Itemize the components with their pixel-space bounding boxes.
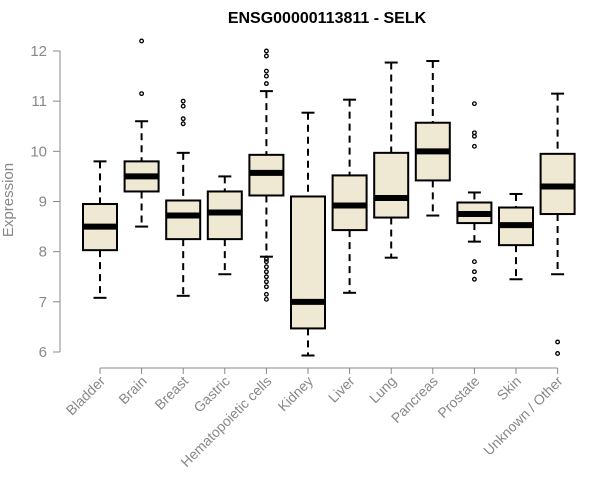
outlier-point bbox=[471, 143, 477, 149]
box-group bbox=[498, 192, 534, 281]
outlier-point bbox=[263, 279, 269, 285]
x-tick-label: Prostate bbox=[434, 373, 482, 421]
box-group bbox=[290, 111, 326, 357]
outlier-point bbox=[263, 269, 269, 275]
iqr-box bbox=[373, 151, 410, 219]
y-tick-label: 7 bbox=[39, 294, 47, 311]
x-tick-label: Liver bbox=[325, 373, 358, 406]
outlier-point bbox=[263, 73, 269, 79]
box-group bbox=[165, 98, 202, 297]
outlier-point bbox=[263, 256, 269, 262]
box-group bbox=[331, 98, 368, 294]
box-group bbox=[248, 48, 285, 302]
y-axis-label: Expression bbox=[0, 163, 17, 237]
box-group bbox=[123, 38, 160, 228]
box-group bbox=[414, 60, 451, 217]
outlier-point bbox=[263, 274, 269, 280]
box-group bbox=[373, 61, 410, 259]
outlier-point bbox=[555, 351, 561, 356]
outlier-point bbox=[263, 264, 269, 270]
outlier-point bbox=[471, 101, 477, 107]
x-tick-label: Bladder bbox=[63, 373, 109, 419]
outlier-point bbox=[263, 291, 269, 297]
outlier-point bbox=[471, 269, 477, 275]
outlier-point bbox=[555, 339, 561, 345]
iqr-box bbox=[290, 195, 326, 330]
outlier-point bbox=[180, 116, 186, 122]
x-tick-label: Brain bbox=[115, 373, 149, 407]
x-tick-label: Kidney bbox=[275, 373, 317, 415]
chart-title: ENSG00000113811 - SELK bbox=[228, 10, 427, 27]
y-tick-label: 10 bbox=[30, 143, 47, 160]
y-tick-label: 8 bbox=[39, 244, 47, 261]
boxes-layer bbox=[82, 38, 576, 357]
outlier-point bbox=[263, 48, 269, 54]
box-group bbox=[456, 101, 493, 282]
y-tick-label: 12 bbox=[30, 43, 47, 60]
outlier-point bbox=[180, 98, 186, 104]
y-tick-label: 6 bbox=[39, 344, 47, 361]
iqr-box bbox=[165, 199, 202, 241]
outlier-point bbox=[139, 91, 145, 97]
box-group bbox=[206, 175, 243, 276]
outlier-point bbox=[263, 81, 269, 87]
outlier-point bbox=[139, 38, 145, 44]
x-tick-label: Skin bbox=[494, 373, 525, 404]
box-group bbox=[82, 160, 118, 299]
y-axis: 6 7 8 9 10 11 12 bbox=[30, 43, 61, 361]
outlier-point bbox=[471, 130, 477, 136]
y-tick-label: 11 bbox=[31, 93, 47, 110]
outlier-point bbox=[471, 276, 477, 282]
x-tick-label: Lung bbox=[366, 373, 399, 406]
x-tick-label: Breast bbox=[151, 373, 191, 413]
outlier-point bbox=[471, 259, 477, 265]
box-group bbox=[539, 92, 576, 356]
outlier-point bbox=[180, 103, 186, 109]
outlier-point bbox=[263, 284, 269, 290]
outlier-point bbox=[180, 121, 186, 127]
y-tick-label: 9 bbox=[39, 194, 47, 211]
outlier-point bbox=[263, 68, 269, 74]
outlier-point bbox=[263, 296, 269, 302]
outlier-point bbox=[263, 53, 269, 59]
outlier-point bbox=[263, 259, 269, 265]
x-tick-label: Unknown / Other bbox=[480, 373, 566, 459]
